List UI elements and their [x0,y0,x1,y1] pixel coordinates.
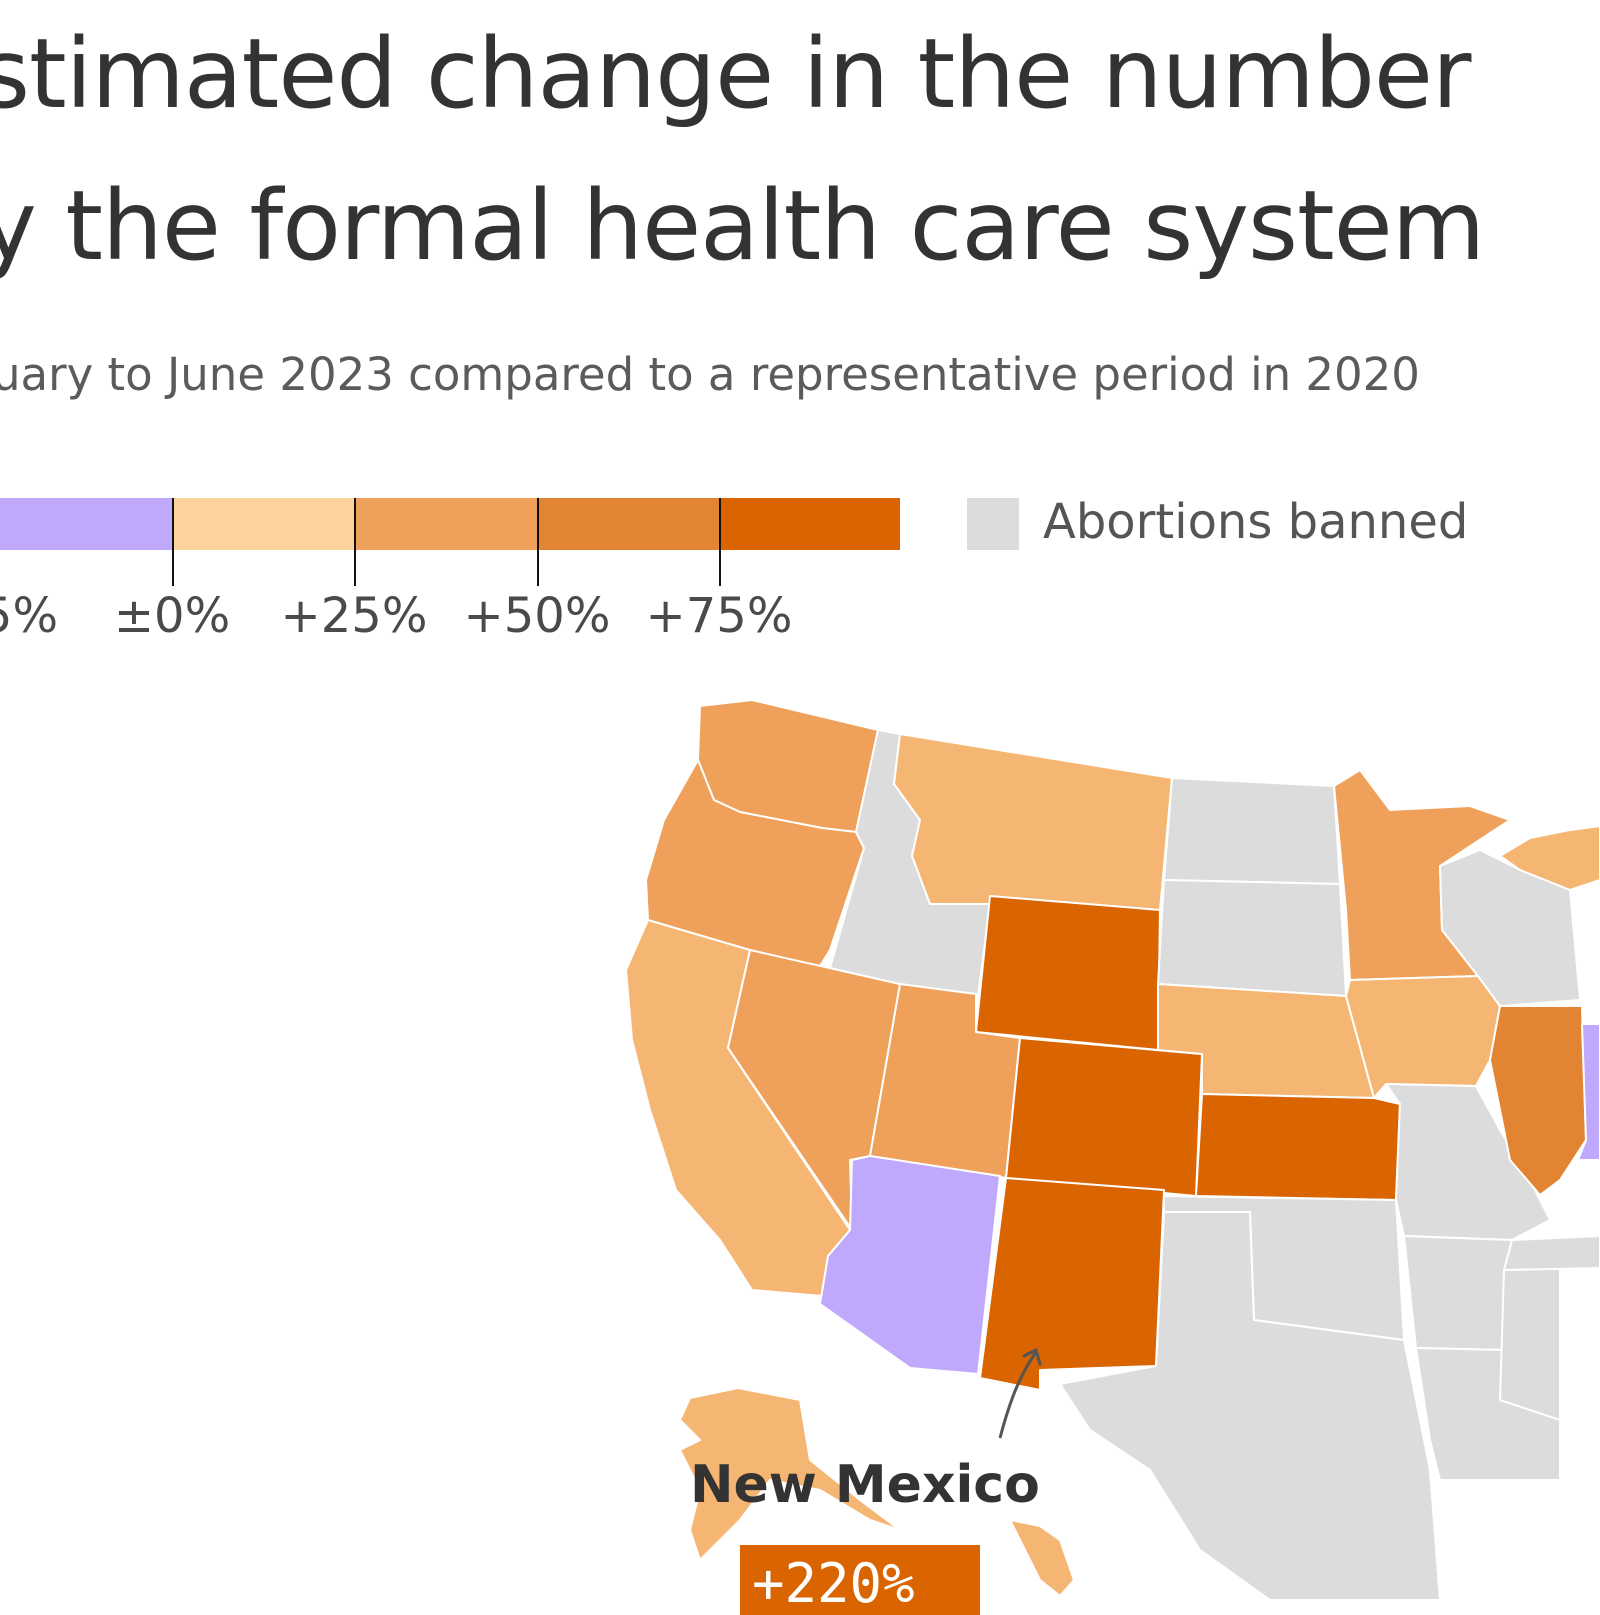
state-wisconsin [1439,849,1581,1007]
state-kansas [1195,1093,1401,1201]
legend-tick-zero [172,498,174,586]
legend-swatch-banned [967,498,1019,550]
callout-state-name: New Mexico [690,1455,1040,1515]
state-hawaii [1009,1519,1075,1597]
legend-swatch-25-50 [355,498,538,550]
state-texas [1059,1211,1441,1600]
legend-label-zero: ±0% [113,588,231,644]
legend-tick-25 [354,498,356,586]
callout-value: +220% [752,1552,915,1615]
legend-label-50: +50% [463,588,611,644]
state-oregon [645,759,865,967]
state-mississippi [1499,1267,1561,1421]
chart-title-line-1: stimated change in the number [0,18,1471,130]
legend-swatch-50-75 [538,498,720,550]
chart-subtitle: uary to June 2023 compared to a represen… [0,348,1420,401]
state-alaska [679,1387,901,1561]
state-south-dakota [1157,879,1347,997]
legend-swatch-below-zero [0,498,172,550]
state-missouri [1385,1083,1551,1241]
state-arizona [819,1155,1001,1375]
legend-swatch-0-25 [172,498,355,550]
state-michigan [1499,825,1600,891]
callout-arrow [998,1351,1038,1439]
legend-label-75: +75% [645,588,793,644]
chart-title-line-2: y the formal health care system [0,170,1485,282]
state-indiana [1577,1023,1600,1161]
state-montana [893,733,1173,911]
state-new-mexico [979,1177,1165,1391]
state-wyoming [975,895,1161,1051]
legend-label-25: +25% [280,588,428,644]
callout-arrowhead [1022,1347,1042,1366]
state-iowa [1345,975,1501,1099]
legend-label-minus: 5% [0,588,59,644]
state-arkansas [1403,1235,1513,1351]
legend-swatch-above-75 [720,498,900,550]
legend-label-banned: Abortions banned [1043,494,1469,550]
state-tennessee [1503,1235,1600,1271]
legend-tick-50 [537,498,539,586]
state-north-dakota [1163,777,1341,885]
state-colorado [1005,1037,1203,1197]
legend-tick-75 [719,498,721,586]
